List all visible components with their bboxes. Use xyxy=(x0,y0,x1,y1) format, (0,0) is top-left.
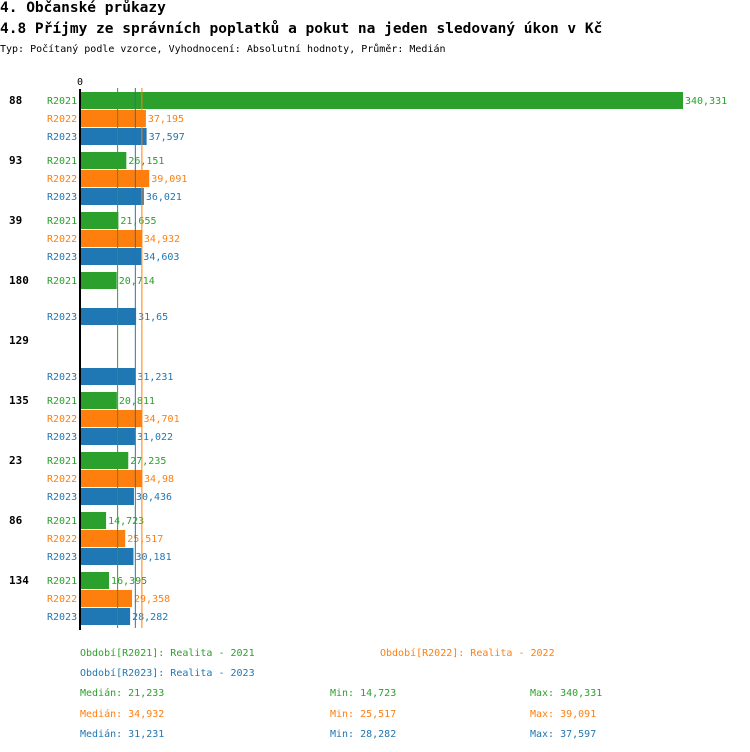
data-label: 30,436 xyxy=(136,492,172,503)
chart-subtitle: Typ: Počítaný podle vzorce, Vyhodnocení:… xyxy=(0,44,446,55)
category-label: 23 xyxy=(9,454,22,467)
data-label: 28,282 xyxy=(132,612,168,623)
data-label: 34,932 xyxy=(144,234,180,245)
data-label: 14,723 xyxy=(108,516,144,527)
series-label: R2023 xyxy=(47,612,77,623)
bar xyxy=(80,428,135,445)
data-label: 31,65 xyxy=(138,312,168,323)
series-label: R2021 xyxy=(47,276,77,287)
series-label: R2021 xyxy=(47,516,77,527)
bar xyxy=(80,470,142,487)
series-label: R2021 xyxy=(47,156,77,167)
data-label: 340,331 xyxy=(685,96,727,107)
bar xyxy=(80,548,134,565)
data-label: 37,195 xyxy=(148,114,184,125)
series-label: R2022 xyxy=(47,174,77,185)
axis-zero-label: 0 xyxy=(77,77,83,88)
series-label: R2022 xyxy=(47,474,77,485)
legend-r2023: Období[R2023]: Realita - 2023 xyxy=(80,668,255,679)
data-label: 25,517 xyxy=(127,534,163,545)
bar xyxy=(80,410,142,427)
category-label: 86 xyxy=(9,514,23,527)
data-label: 31,231 xyxy=(137,372,173,383)
data-label: 36,021 xyxy=(146,192,182,203)
data-label: 30,181 xyxy=(135,552,171,563)
data-label: 34,98 xyxy=(144,474,174,485)
bar xyxy=(80,110,146,127)
series-label: R2023 xyxy=(47,312,77,323)
bar xyxy=(80,590,133,607)
data-label: 26,151 xyxy=(128,156,164,167)
stat-median-r2022: Medián: 34,932 xyxy=(80,709,165,720)
data-label: 29,358 xyxy=(134,594,170,605)
bar xyxy=(80,152,127,169)
series-label: R2023 xyxy=(47,552,77,563)
series-label: R2022 xyxy=(47,234,77,245)
series-label: R2023 xyxy=(47,252,77,263)
series-label: R2021 xyxy=(47,96,77,107)
data-label: 34,701 xyxy=(143,414,179,425)
data-label: 20,811 xyxy=(119,396,155,407)
bar xyxy=(80,212,119,229)
bar xyxy=(80,572,110,589)
bar xyxy=(80,512,107,529)
bar-chart: 0 88 R2021 340,331 R2022 37,195 R2023 37,597 93 R… xyxy=(9,77,727,630)
data-label: 37,597 xyxy=(149,132,185,143)
bar xyxy=(80,230,142,247)
bar xyxy=(80,272,117,289)
stat-median-r2021: Medián: 21,233 xyxy=(80,688,165,699)
bar xyxy=(80,530,126,547)
stat-max-r2021: Max: 340,331 xyxy=(530,688,603,699)
series-label: R2021 xyxy=(47,396,77,407)
bar xyxy=(80,608,131,625)
bar xyxy=(80,170,150,187)
bar xyxy=(80,308,137,325)
legend-r2022: Období[R2022]: Realita - 2022 xyxy=(380,648,555,659)
category-label: 39 xyxy=(9,214,22,227)
stat-min-r2021: Min: 14,723 xyxy=(330,688,397,699)
data-label: 21,655 xyxy=(120,216,156,227)
data-label: 39,091 xyxy=(151,174,187,185)
chart-title: 4.8 Příjmy ze správních poplatků a pokut… xyxy=(0,21,603,37)
stat-median-r2023: Medián: 31,231 xyxy=(80,729,165,740)
series-label: R2023 xyxy=(47,432,77,443)
series-label: R2023 xyxy=(47,492,77,503)
category-label: 129 xyxy=(9,334,29,347)
data-label: 16,395 xyxy=(111,576,147,587)
legend-r2021: Období[R2021]: Realita - 2021 xyxy=(80,648,255,659)
data-label: 27,235 xyxy=(130,456,166,467)
series-label: R2023 xyxy=(47,132,77,143)
category-label: 180 xyxy=(9,274,29,287)
data-label: 31,022 xyxy=(137,432,173,443)
series-label: R2022 xyxy=(47,594,77,605)
series-label: R2021 xyxy=(47,576,77,587)
series-label: R2023 xyxy=(47,372,77,383)
series-label: R2023 xyxy=(47,192,77,203)
category-label: 134 xyxy=(9,574,29,587)
data-label: 20,714 xyxy=(119,276,155,287)
bar xyxy=(80,392,117,409)
series-label: R2022 xyxy=(47,534,77,545)
bar xyxy=(80,452,129,469)
bar xyxy=(80,92,683,109)
series-label: R2021 xyxy=(47,216,77,227)
series-label: R2022 xyxy=(47,114,77,125)
stat-max-r2022: Max: 39,091 xyxy=(530,709,597,720)
bar xyxy=(80,368,136,385)
section-title: 4. Občanské průkazy xyxy=(0,0,166,16)
bar xyxy=(80,188,144,205)
stat-min-r2022: Min: 25,517 xyxy=(330,709,397,720)
series-label: R2022 xyxy=(47,414,77,425)
category-label: 135 xyxy=(9,394,29,407)
bar xyxy=(80,488,134,505)
category-label: 93 xyxy=(9,154,22,167)
bar xyxy=(80,248,142,265)
category-label: 88 xyxy=(9,94,22,107)
data-label: 34,603 xyxy=(143,252,179,263)
stat-min-r2023: Min: 28,282 xyxy=(330,729,397,740)
stat-max-r2023: Max: 37,597 xyxy=(530,729,597,740)
bar xyxy=(80,128,147,145)
series-label: R2021 xyxy=(47,456,77,467)
